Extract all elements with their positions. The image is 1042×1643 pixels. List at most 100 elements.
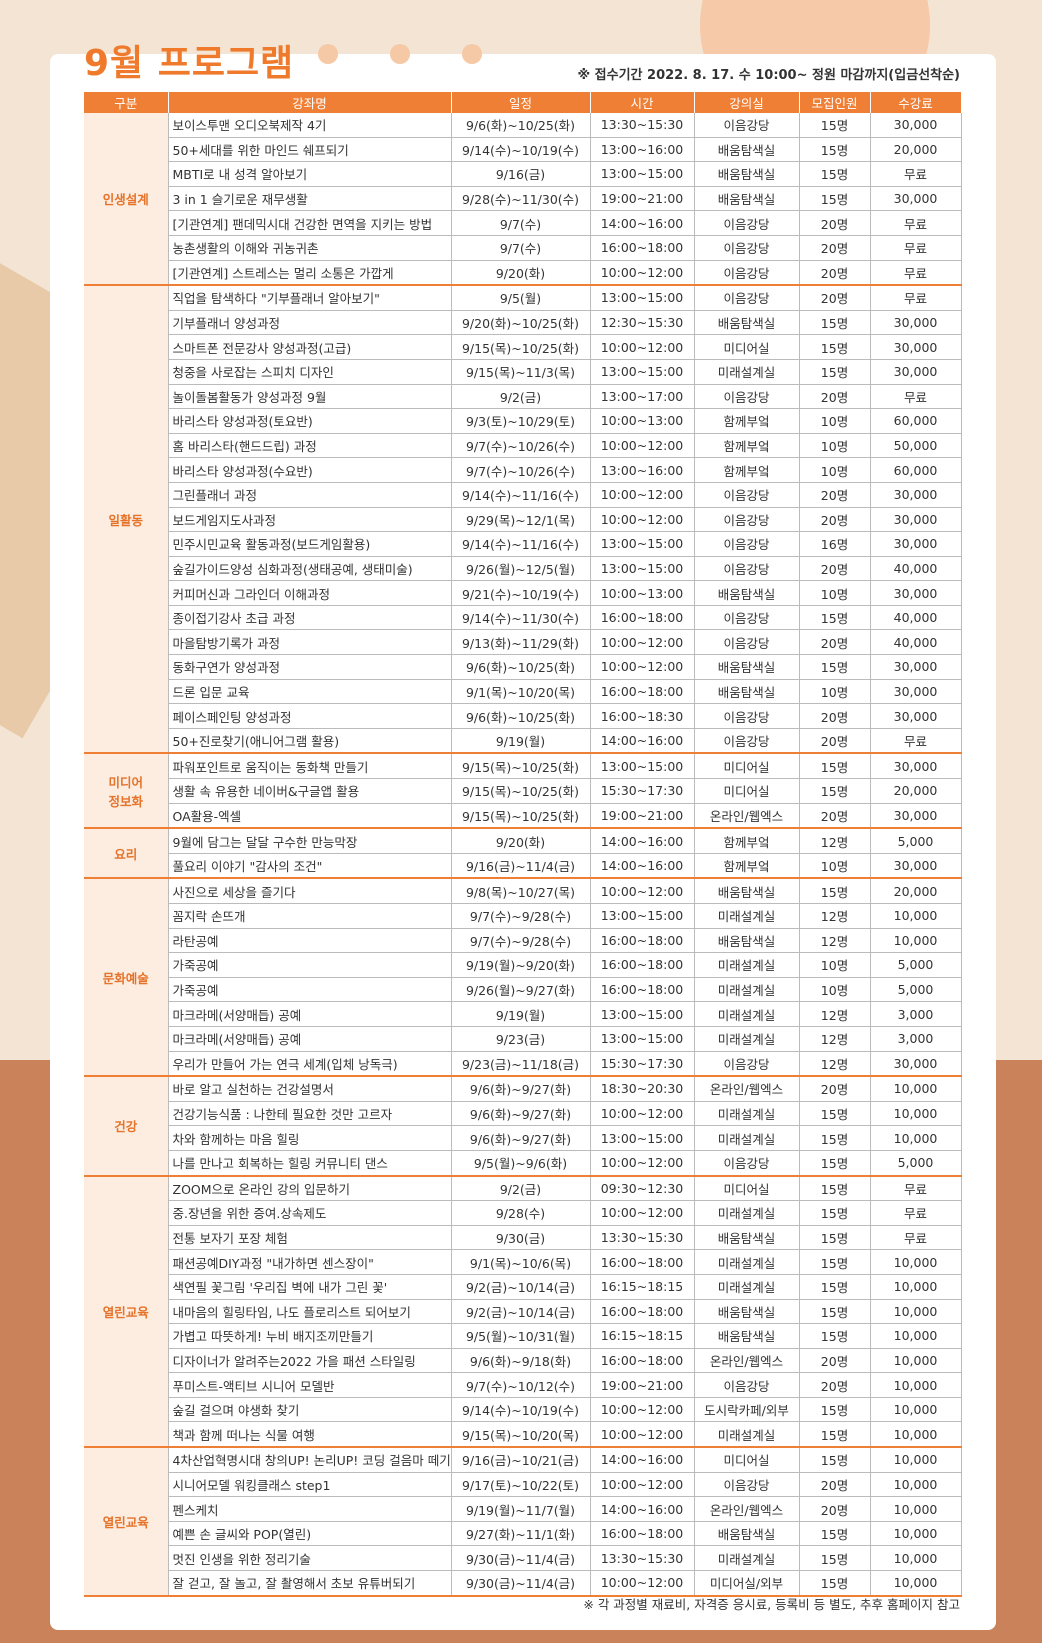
table-row: 가볍고 따뜻하게! 누비 배지조끼만들기 9/5(월)~10/31(월) 16:15… [84,1323,962,1349]
fee: 30,000 [870,1051,962,1078]
capacity: 15명 [799,1397,871,1423]
table-body: 인생설계 보이스투맨 오디오북제작 4기 9/6(화)~10/25(화) 13:30~… [84,113,962,1597]
fee: 10,000 [870,1570,962,1597]
course-name: 50+진로찾기(애니어그램 활용) [168,728,452,755]
capacity: 15명 [799,1101,871,1127]
capacity: 10명 [799,952,871,978]
room: 미래설계실 [694,1125,800,1151]
fee: 60,000 [870,408,962,434]
fee: 20,000 [870,878,962,905]
table-row: 커피머신과 그라인더 이해과정 9/21(수)~10/19(수) 10:00~13:… [84,580,962,606]
course-name: 가죽공예 [168,977,452,1003]
dot [390,44,410,64]
schedule: 9/19(월) [451,1001,591,1027]
capacity: 20명 [799,235,871,261]
table-row: 가죽공예 9/26(월)~9/27(화) 16:00~18:00 미래설계실 10명 5,… [84,977,962,1003]
course-name: 가죽공예 [168,952,452,978]
schedule: 9/2(금) [451,384,591,410]
table-row: OA활용-엑셀 9/15(목)~10/25(화) 19:00~21:00 온라인/웹엑… [84,803,962,830]
fee: 10,000 [870,1496,962,1522]
fee: 10,000 [870,1125,962,1151]
fee: 무료 [870,235,962,261]
room: 미래설계실 [694,1101,800,1127]
dot [318,44,338,64]
room: 이음강당 [694,285,800,311]
fee: 30,000 [870,113,962,138]
fee: 30,000 [870,803,962,830]
schedule: 9/7(수)~9/28(수) [451,903,591,929]
fee: 20,000 [870,778,962,804]
column-header: 강좌명 [168,92,452,113]
schedule: 9/30(금) [451,1225,591,1251]
room: 배움탐색실 [694,1299,800,1325]
fee: 30,000 [870,654,962,680]
table-row: 펜스케치 9/19(월)~11/7(월) 14:00~16:00 온라인/웹엑스 20명… [84,1496,962,1522]
table-row: 그린플래너 과정 9/14(수)~11/16(수) 10:00~12:00 이음강당 2… [84,482,962,508]
capacity: 10명 [799,408,871,434]
table-row: 마을탐방기록가 과정 9/13(화)~11/29(화) 10:00~12:00 이음강… [84,629,962,656]
capacity: 20명 [799,1372,871,1398]
time: 16:15~18:15 [590,1323,695,1349]
schedule: 9/6(화)~9/27(화) [451,1125,591,1151]
table-row: 스마트폰 전문강사 양성과정(고급) 9/15(목)~10/25(화) 10:00~… [84,334,962,360]
course-name: 종이접기강사 초급 과정 [168,605,452,631]
title: 9월 프로그램 [84,43,295,84]
capacity: 10명 [799,679,871,705]
course-name: 나를 만나고 회복하는 힐링 커뮤니티 댄스 [168,1150,452,1177]
room: 온라인/웹엑스 [694,803,800,830]
table-row: 홈 바리스타(핸드드립) 과정 9/7(수)~10/26(수) 10:00~12:0… [84,433,962,459]
schedule: 9/28(수)~11/30(수) [451,186,591,212]
fee: 30,000 [870,679,962,705]
capacity: 15명 [799,778,871,804]
time: 10:00~12:00 [590,260,695,287]
table-row: [기관연계] 팬데믹시대 건강한 면역을 지키는 방법 9/7(수) 14:00~1… [84,210,962,236]
capacity: 12명 [799,903,871,929]
time: 10:00~12:00 [590,482,695,508]
schedule: 9/16(금) [451,161,591,187]
fee: 60,000 [870,457,962,483]
table-row: 보드게임지도사과정 9/29(목)~12/1(목) 10:00~12:00 이음강당 2… [84,507,962,533]
schedule: 9/21(수)~10/19(수) [451,580,591,606]
capacity: 10명 [799,580,871,606]
room: 도시락카페/외부 [694,1397,800,1423]
fee: 10,000 [870,1274,962,1300]
course-name: 사진으로 세상을 즐기다 [168,878,452,905]
capacity: 10명 [799,433,871,459]
course-name: 그린플래너 과정 [168,482,452,508]
capacity: 12명 [799,828,871,854]
course-name: 파워포인트로 움직이는 동화책 만들기 [168,753,452,780]
time: 16:00~18:00 [590,605,695,631]
category: 열린교육 [84,1447,169,1597]
course-name: 생활 속 유용한 네이버&구글앱 활용 [168,778,452,804]
capacity: 15명 [799,1299,871,1325]
fee: 50,000 [870,433,962,459]
capacity: 20명 [799,728,871,755]
category: 문화예술 [84,878,169,1078]
table-row: 일활동 직업을 탐색하다 "기부플래너 알아보기" 9/5(월) 13:00~15:0… [84,285,962,755]
fee: 5,000 [870,828,962,854]
time: 10:00~12:00 [590,1472,695,1498]
room: 미래설계실 [694,1249,800,1275]
table-row: 시니어모델 워킹클래스 step1 9/17(토)~10/22(토) 10:00~1… [84,1472,962,1498]
category: 인생설계 [84,113,169,287]
time: 16:00~18:00 [590,1249,695,1275]
time: 16:00~18:00 [590,952,695,978]
table-row: 열린교육 ZOOM으로 온라인 강의 입문하기 9/2(금) 09:30~12:30 미… [84,1175,962,1449]
schedule: 9/29(목)~12/1(목) [451,507,591,533]
time: 12:30~15:30 [590,310,695,336]
table-row: 라탄공예 9/7(수)~9/28(수) 16:00~18:00 배움탐색실 12명 10,… [84,928,962,954]
course-name: 마을탐방기록가 과정 [168,629,452,656]
schedule: 9/16(금)~11/4(금) [451,853,591,880]
course-name: 꼼지락 손뜨개 [168,903,452,929]
time: 14:00~16:00 [590,853,695,880]
course-name: [기관연계] 스트레스는 멀리 소통은 가깝게 [168,260,452,287]
room: 배움탐색실 [694,310,800,336]
room: 온라인/웹엑스 [694,1496,800,1522]
table-row: 디자이너가 알려주는2022 가을 패션 스타일링 9/6(화)~9/18(화) 1… [84,1348,962,1374]
column-header: 수강료 [870,92,962,113]
fee: 10,000 [870,1348,962,1374]
schedule: 9/15(목)~10/25(화) [451,334,591,360]
schedule: 9/20(화) [451,828,591,854]
capacity: 12명 [799,1001,871,1027]
time: 16:00~18:00 [590,235,695,261]
